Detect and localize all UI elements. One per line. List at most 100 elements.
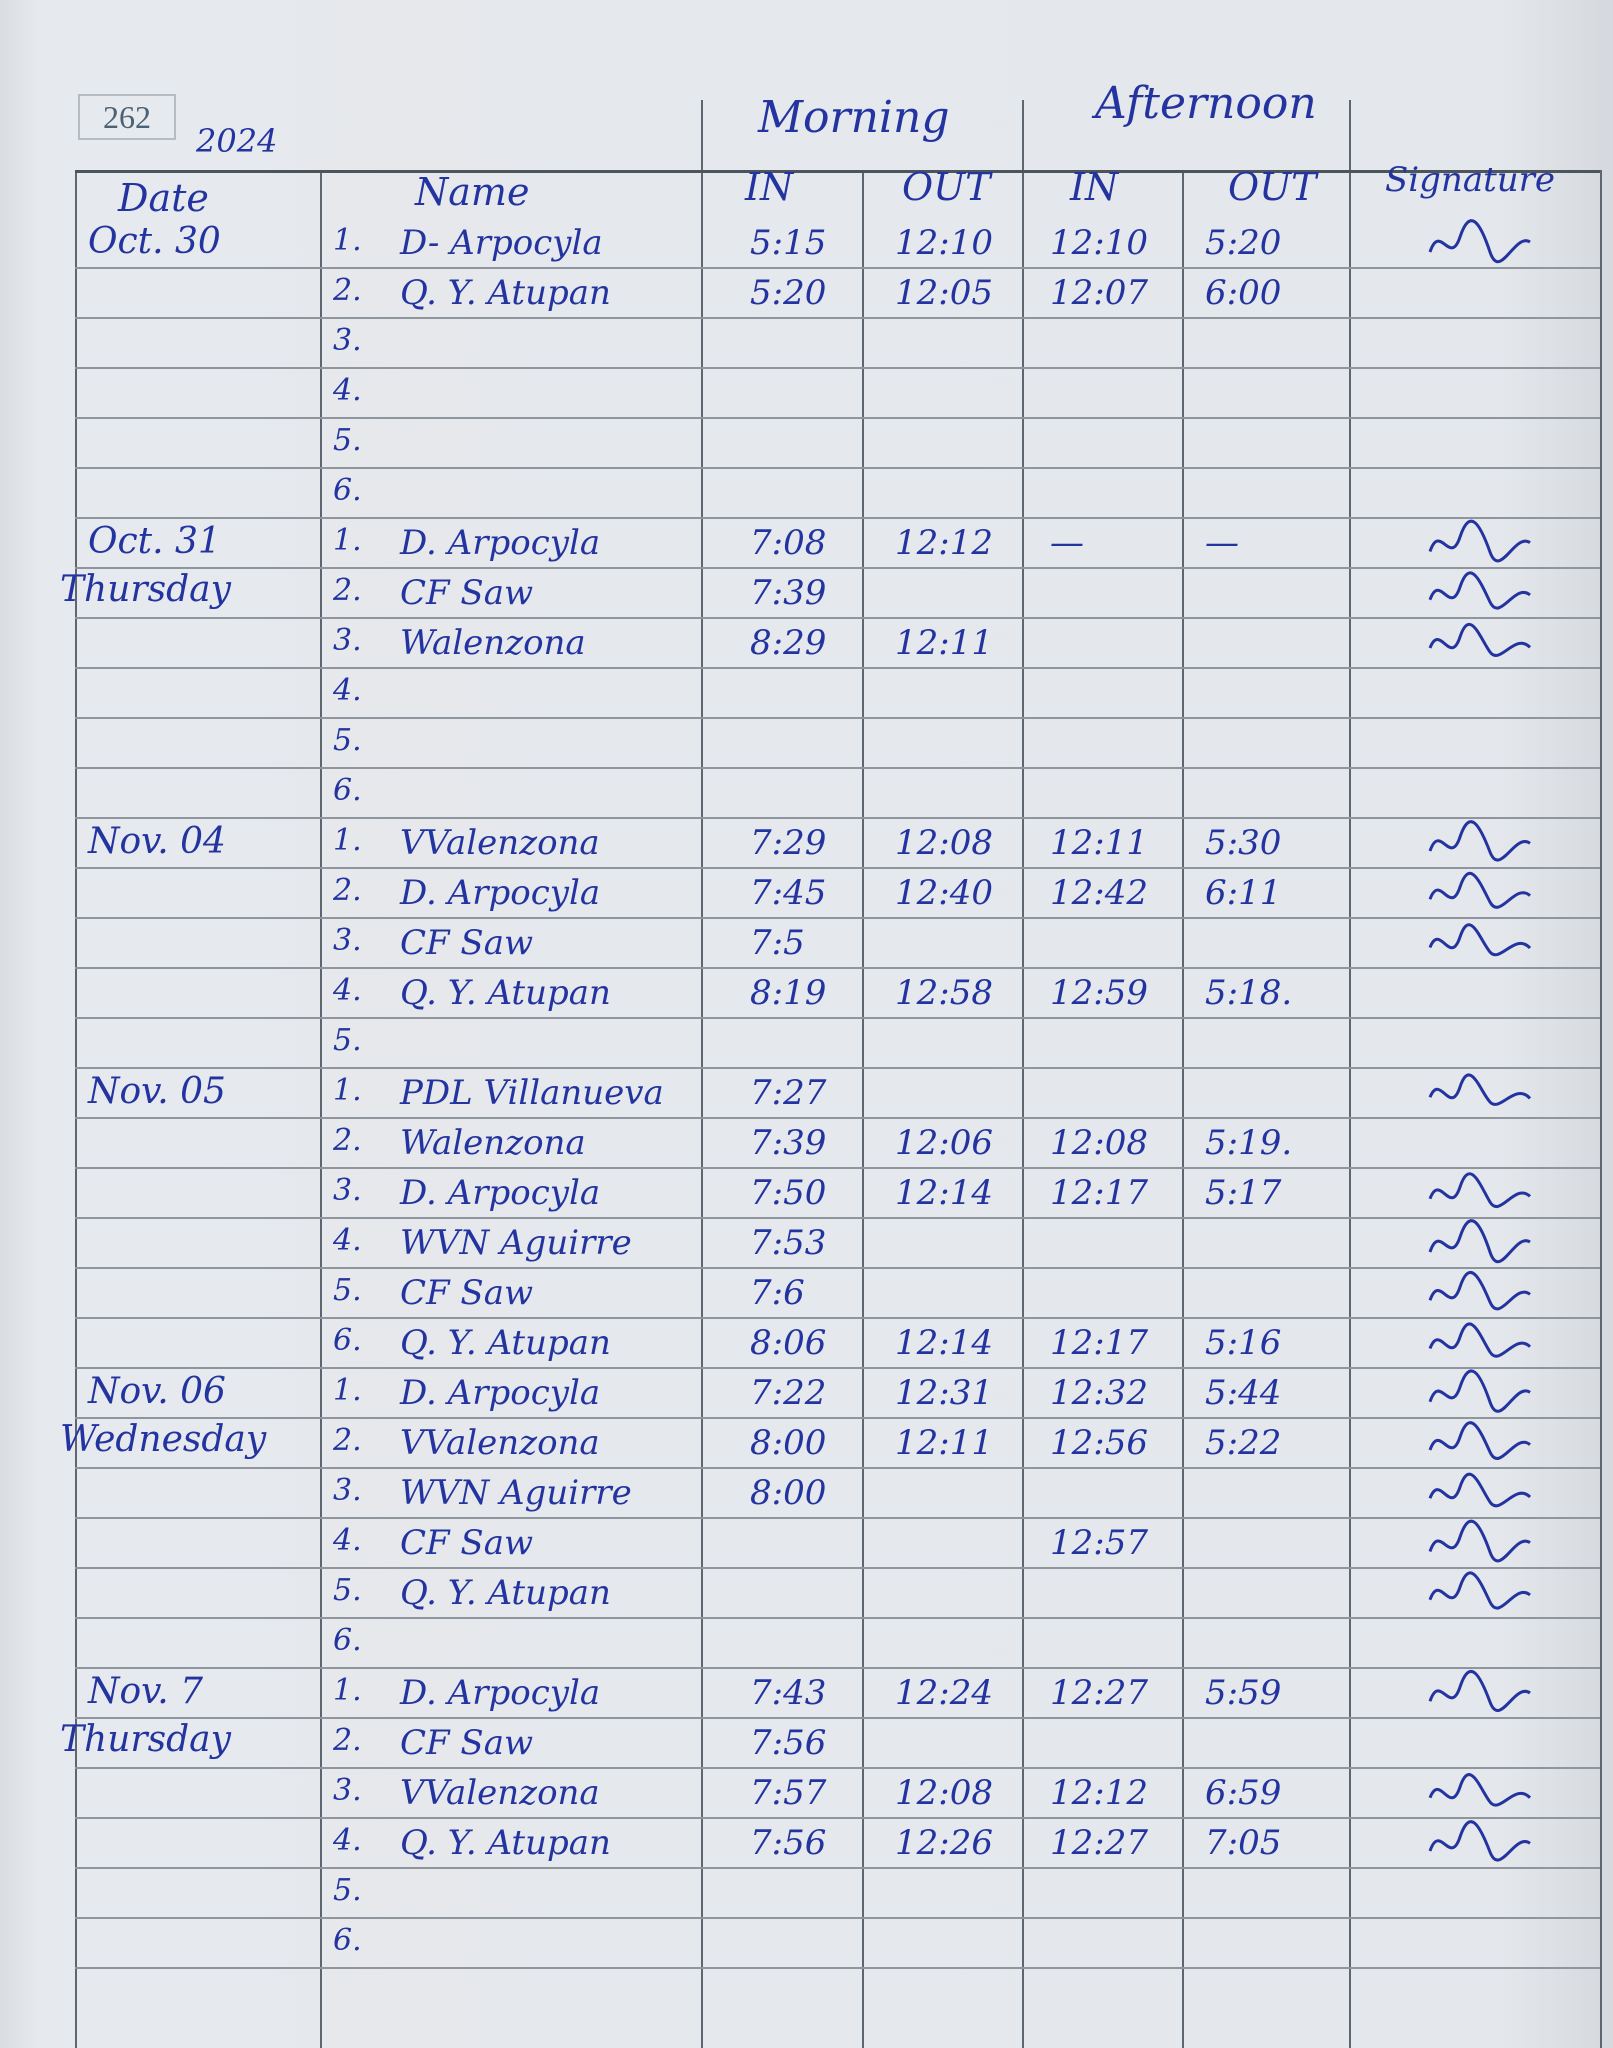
morning-in-time: 7:6: [750, 1273, 805, 1313]
signature-stroke: [1428, 1421, 1531, 1460]
ruled-line: [75, 667, 1600, 669]
attendee-name: Q. Y. Atupan: [400, 1823, 611, 1863]
ruled-line: [75, 1417, 1600, 1419]
row-number: 2.: [333, 1423, 362, 1458]
morning-in-time: 8:06: [750, 1323, 827, 1363]
ruled-line: [75, 367, 1600, 369]
attendee-name: WVN Aguirre: [400, 1223, 632, 1263]
signature-mark: [1428, 219, 1531, 264]
row-number: 1.: [333, 823, 362, 858]
column-header-signature: Signature: [1385, 160, 1556, 200]
attendee-name: WVN Aguirre: [400, 1473, 632, 1513]
row-number: 5.: [333, 1573, 362, 1608]
afternoon-out-time: 5:22: [1205, 1423, 1282, 1463]
morning-out-time: 12:06: [895, 1123, 993, 1163]
ruled-line: [75, 417, 1600, 419]
afternoon-in-time: 12:42: [1050, 873, 1148, 913]
ruled-line: [75, 317, 1600, 319]
morning-in-time: 7:43: [750, 1673, 827, 1713]
ruled-line: [75, 1717, 1600, 1719]
signature-mark: [1428, 1369, 1531, 1413]
column-divider: [75, 170, 77, 2048]
attendee-name: VValenzona: [400, 1423, 600, 1463]
morning-in-time: 7:56: [750, 1723, 827, 1763]
row-number: 4.: [333, 1223, 362, 1258]
afternoon-in-time: 12:17: [1050, 1323, 1148, 1363]
row-number: 6.: [333, 1623, 362, 1658]
entry-date: Oct. 30: [88, 221, 221, 262]
column-header-morning-out: OUT: [902, 165, 991, 209]
afternoon-out-time: 5:30: [1205, 823, 1282, 863]
signature-stroke: [1428, 1670, 1531, 1712]
morning-out-time: 12:10: [895, 223, 993, 263]
signature-mark: [1428, 519, 1531, 563]
row-number: 1.: [333, 1373, 362, 1408]
row-number: 2.: [333, 1723, 362, 1758]
afternoon-out-time: 5:18.: [1205, 973, 1293, 1013]
attendee-name: CF Saw: [400, 923, 534, 963]
signature-mark: [1428, 1472, 1532, 1508]
afternoon-group-label: Afternoon: [1095, 78, 1317, 129]
attendee-name: CF Saw: [400, 1723, 534, 1763]
column-header-afternoon-out: OUT: [1228, 165, 1317, 209]
signature-stroke: [1428, 820, 1531, 862]
ruled-line: [75, 1467, 1600, 1469]
afternoon-in-time: 12:07: [1050, 273, 1148, 313]
row-number: 5.: [333, 1873, 362, 1908]
signature-mark: [1428, 1219, 1531, 1264]
signature-mark: [1428, 1270, 1531, 1311]
signature-stroke: [1428, 1322, 1532, 1358]
afternoon-in-time: 12:10: [1050, 223, 1148, 263]
morning-in-time: 7:22: [750, 1373, 827, 1413]
row-number: 1.: [333, 523, 362, 558]
row-number: 5.: [333, 723, 362, 758]
ruled-line: [75, 1067, 1600, 1069]
row-number: 5.: [333, 423, 362, 458]
afternoon-out-time: 6:11: [1205, 873, 1282, 913]
column-divider: [1600, 170, 1602, 2048]
entry-date: Nov. 7: [88, 1671, 204, 1712]
ruled-line: [75, 1867, 1600, 1869]
ruled-line: [75, 1267, 1600, 1269]
morning-in-time: 7:29: [750, 823, 827, 863]
ruled-line: [75, 717, 1600, 719]
row-number: 4.: [333, 373, 362, 408]
morning-in-time: 7:53: [750, 1223, 827, 1263]
morning-out-time: 12:12: [895, 523, 993, 563]
ruled-line: [75, 1567, 1600, 1569]
morning-out-time: 12:31: [895, 1373, 993, 1413]
ruled-line: [75, 1367, 1600, 1369]
signature-stroke: [1428, 1270, 1531, 1311]
ruled-line: [75, 1017, 1600, 1019]
afternoon-out-time: 5:20: [1205, 223, 1282, 263]
row-number: 5.: [333, 1273, 362, 1308]
ruled-line: [75, 1767, 1600, 1769]
afternoon-in-time: 12:27: [1050, 1673, 1148, 1713]
afternoon-in-time: 12:08: [1050, 1123, 1148, 1163]
column-divider: [701, 100, 703, 2048]
ruled-line: [75, 1917, 1600, 1919]
row-number: 2.: [333, 1123, 362, 1158]
afternoon-in-time: 12:57: [1050, 1523, 1148, 1563]
signature-mark: [1428, 1421, 1531, 1460]
row-number: 6.: [333, 1323, 362, 1358]
attendee-name: VValenzona: [400, 1773, 600, 1813]
afternoon-out-time: 5:19.: [1205, 1123, 1293, 1163]
morning-in-time: 8:00: [750, 1473, 827, 1513]
row-number: 3.: [333, 923, 362, 958]
signature-stroke: [1428, 571, 1531, 610]
afternoon-in-time: 12:11: [1050, 823, 1148, 863]
signature-mark: [1428, 820, 1531, 862]
ruled-line: [75, 1967, 1600, 1969]
ruled-line: [75, 767, 1600, 769]
signature-mark: [1428, 1571, 1531, 1610]
afternoon-out-time: 7:05: [1205, 1823, 1282, 1863]
signature-stroke: [1428, 1219, 1531, 1264]
row-number: 3.: [333, 623, 362, 658]
row-number: 4.: [333, 973, 362, 1008]
row-number: 1.: [333, 1673, 362, 1708]
signature-stroke: [1428, 1773, 1532, 1807]
row-number: 3.: [333, 323, 362, 358]
signature-stroke: [1428, 1472, 1532, 1508]
afternoon-in-time: —: [1050, 523, 1084, 563]
